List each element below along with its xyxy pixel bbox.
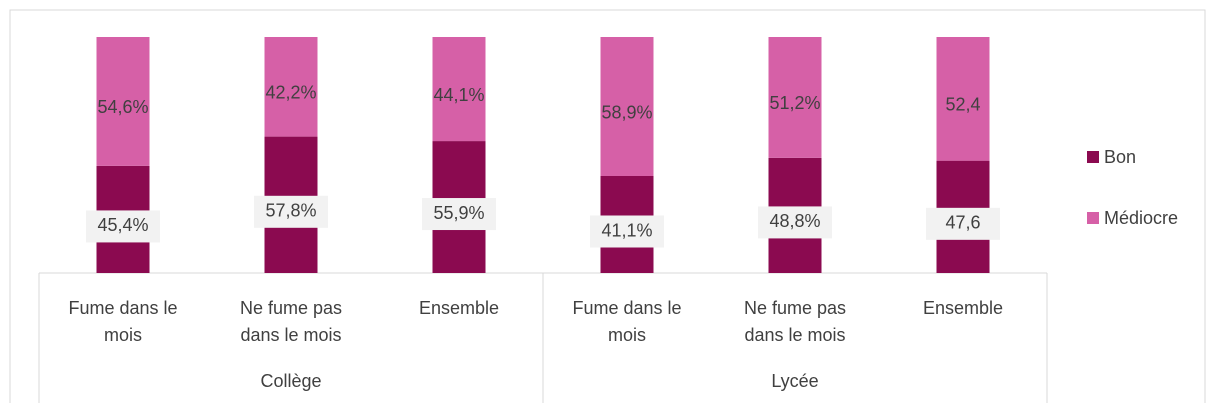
bar-segment xyxy=(600,37,654,177)
data-label: 48,8% xyxy=(769,211,820,231)
bar-segment xyxy=(264,37,318,137)
data-label-bg xyxy=(926,207,1000,240)
x-tick-label: Fume dans le xyxy=(68,298,177,318)
x-tick-label: dans le mois xyxy=(240,325,341,345)
chart-frame xyxy=(9,9,1206,403)
legend-swatch xyxy=(1087,212,1099,224)
data-label: 41,1% xyxy=(601,220,652,240)
x-tick-label: Ensemble xyxy=(419,298,499,318)
data-label-bg xyxy=(590,215,664,248)
bar-segment xyxy=(936,37,990,161)
x-tick-label: Fume dans le xyxy=(572,298,681,318)
data-label: 45,4% xyxy=(97,215,148,235)
x-tick-label: Ne fume pas xyxy=(744,298,846,318)
x-tick-label: dans le mois xyxy=(744,325,845,345)
bar-segment xyxy=(96,37,150,166)
data-label: 58,9% xyxy=(601,102,652,122)
data-label: 51,2% xyxy=(769,93,820,113)
data-label: 54,6% xyxy=(97,97,148,117)
data-label: 55,9% xyxy=(433,203,484,223)
x-tick-label: mois xyxy=(104,325,142,345)
group-label: Collège xyxy=(260,371,321,391)
data-label: 42,2% xyxy=(265,83,316,103)
data-label: 57,8% xyxy=(265,201,316,221)
data-label: 47,6 xyxy=(945,213,980,233)
x-tick-label: mois xyxy=(608,325,646,345)
x-tick-label: Ne fume pas xyxy=(240,298,342,318)
data-label: 44,1% xyxy=(433,85,484,105)
data-label: 52,4 xyxy=(945,95,980,115)
data-label-bg xyxy=(422,198,496,231)
x-tick-label: Ensemble xyxy=(923,298,1003,318)
bar-segment xyxy=(768,37,822,158)
legend-swatch xyxy=(1087,151,1099,163)
legend-label: Médiocre xyxy=(1104,208,1178,228)
legend-label: Bon xyxy=(1104,147,1136,167)
data-label-bg xyxy=(758,206,832,239)
bar-segment xyxy=(432,37,486,142)
data-label-bg xyxy=(86,210,160,243)
data-label-bg xyxy=(254,195,328,228)
group-label: Lycée xyxy=(771,371,818,391)
